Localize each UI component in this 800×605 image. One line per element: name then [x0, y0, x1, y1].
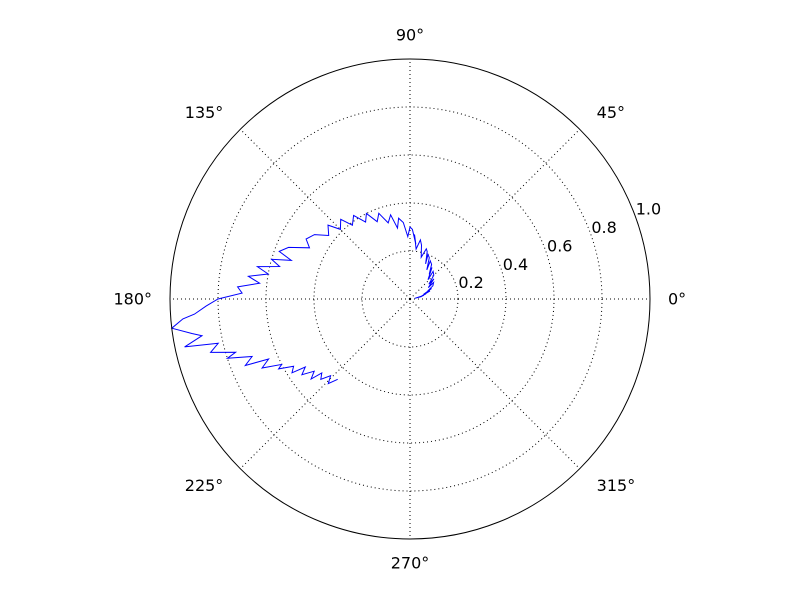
angular-gridline-5	[239, 298, 411, 470]
grid-layer	[170, 59, 650, 539]
angular-gridline-3	[239, 128, 411, 300]
angle-tick-label-90: 90°	[396, 26, 424, 45]
angle-tick-label-315: 315°	[597, 476, 636, 495]
radial-tick-label-0: 0.2	[458, 273, 483, 292]
angle-tick-label-180: 180°	[113, 290, 152, 309]
angular-gridline-1	[409, 128, 581, 300]
radial-tick-label-4: 1.0	[636, 200, 661, 219]
radial-tick-label-1: 0.4	[503, 255, 528, 274]
radial-tick-label-3: 0.8	[591, 218, 616, 237]
angle-tick-label-270: 270°	[391, 554, 430, 573]
frame-layer	[169, 58, 651, 540]
origin-marker	[408, 297, 412, 301]
angle-tick-label-135: 135°	[185, 103, 224, 122]
series-line-0	[170, 212, 435, 385]
polar-frame	[169, 58, 651, 540]
angular-gridline-7	[409, 298, 581, 470]
series-layer	[170, 212, 435, 385]
angle-tick-label-225: 225°	[185, 476, 224, 495]
angle-tick-label-45: 45°	[597, 103, 625, 122]
radial-tick-label-2: 0.6	[547, 236, 572, 255]
label-layer: 0° 45° 90° 135° 180° 225° 270° 315° 0.2 0.4 0.6 0.8…	[113, 26, 686, 573]
angle-tick-label-0: 0°	[668, 290, 686, 309]
